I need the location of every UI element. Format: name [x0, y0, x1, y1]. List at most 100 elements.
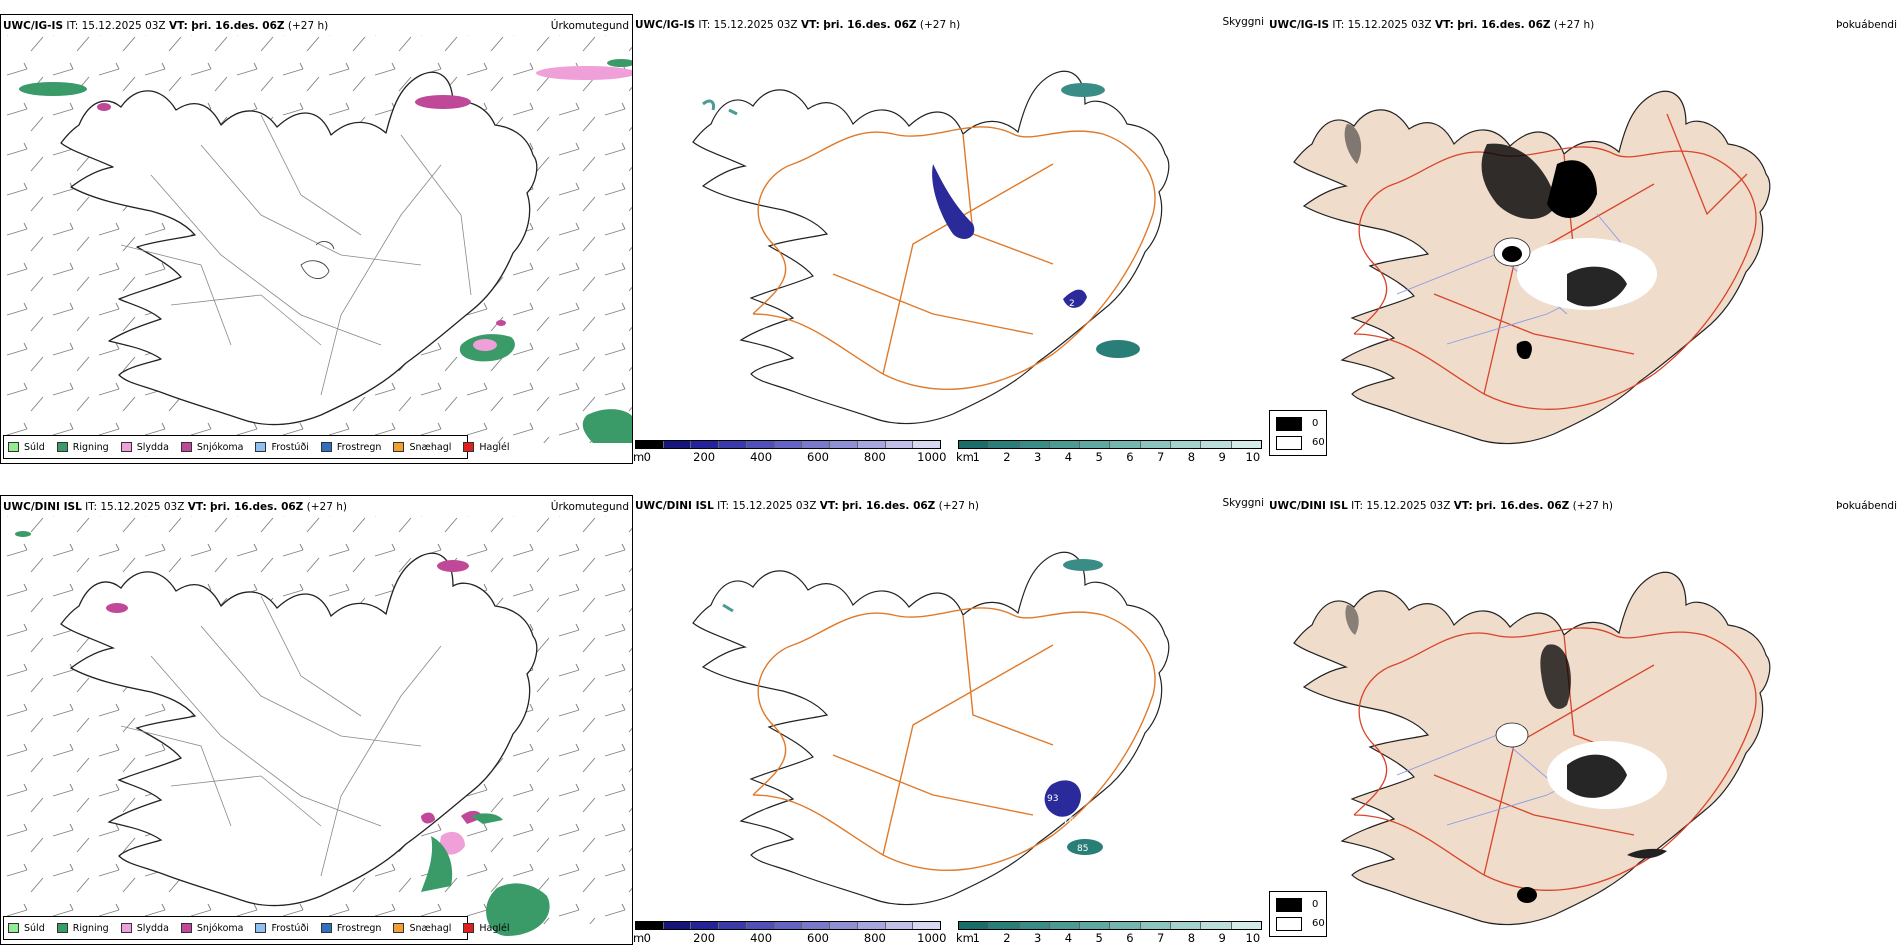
legend-swatch: [56, 923, 68, 933]
legend-item: Haglél: [463, 441, 510, 453]
visibility-marker: 2: [1069, 299, 1075, 309]
legend-swatch: [8, 923, 19, 933]
legend-item: Frostregn: [320, 441, 382, 453]
legend-item: Slydda: [120, 922, 169, 934]
legend-label: Slydda: [136, 922, 169, 934]
legend-item: Snæhagl: [393, 923, 451, 934]
legend-label: Rigning: [72, 922, 109, 934]
legend-label: Snæhagl: [409, 922, 452, 934]
legend-label: Haglél: [479, 441, 510, 453]
panel-title: Úrkomutegund: [550, 501, 629, 513]
scale-tick: 9: [1218, 931, 1226, 945]
scale-tick: 10: [1245, 931, 1261, 945]
precip-panel-bottom: UWC/DINI ISL IT: 15.12.2025 03Z VT: þri.…: [0, 495, 633, 945]
panel-header: UWC/DINI ISL IT: 15.12.2025 03Z VT: þri.…: [3, 501, 347, 513]
scale-tick: 3: [1034, 450, 1042, 464]
scale-tick: 200: [693, 450, 716, 464]
scale-tick: 7: [1156, 931, 1165, 945]
scale-tick: 400: [750, 450, 773, 464]
legend-label: Slydda: [136, 441, 169, 453]
legend-swatch: [393, 923, 405, 933]
panel-title: Skyggni: [1222, 497, 1265, 509]
panel-header: UWC/IG-IS IT: 15.12.2025 03Z VT: þri. 16…: [1269, 19, 1595, 31]
scale-tick: 0: [643, 931, 651, 945]
legend-swatch: [180, 923, 192, 933]
visibility-scale: km 1 2 3 4 5 6 7 8 9 10: [956, 921, 1262, 945]
legend-label: Snæhagl: [409, 441, 452, 453]
fog-legend: 0 60: [1269, 410, 1327, 456]
legend-label: Frostúði: [271, 441, 309, 453]
legend-label: Frostregn: [336, 922, 382, 934]
legend-label: Haglél: [479, 922, 510, 934]
scale-tick: 7: [1156, 450, 1165, 464]
scale-tick: 4: [1064, 450, 1073, 464]
scale-tick: 1000: [917, 450, 947, 464]
legend-swatch: [320, 442, 332, 452]
visibility-scale: km 1 2 3 4 5 6 7 8 9 10: [956, 440, 1262, 464]
scale-tick: 8: [1187, 450, 1196, 464]
visibility-marker: 93: [1047, 794, 1058, 804]
legend-item: Frostúði: [255, 441, 309, 453]
visibility-marker: 85: [1077, 844, 1088, 854]
legend-swatch: [56, 442, 68, 452]
legend-item: Slydda: [120, 441, 169, 453]
legend-swatch: [120, 442, 132, 452]
precip-legend: Súld Rigning Slydda Snjókoma Frostúði Frostre…: [3, 435, 510, 459]
iceland-outline: [60, 71, 538, 426]
panel-header: UWC/IG-IS IT: 15.12.2025 03Z VT: þri. 16…: [3, 20, 329, 32]
scale-tick: 800: [863, 450, 886, 464]
visibility-panel-top: UWC/IG-IS IT: 15.12.2025 03Z VT: þri. 16…: [633, 14, 1267, 464]
visibility-map: 93 76 85: [692, 551, 1170, 906]
panel-title: Úrkomutegund: [550, 20, 629, 32]
scale-tick: 1: [972, 450, 980, 464]
scale-tick: 3: [1034, 931, 1042, 945]
panel-header: UWC/DINI ISL IT: 15.12.2025 03Z VT: þri.…: [1269, 500, 1613, 512]
legend-swatch: [463, 442, 475, 452]
fog-panel-top: UWC/IG-IS IT: 15.12.2025 03Z VT: þri. 16…: [1267, 14, 1900, 464]
legend-item: Rigning: [56, 922, 109, 934]
legend-item: Rigning: [56, 441, 109, 453]
legend-label: Snjókoma: [196, 922, 244, 934]
scale-tick: 2: [1003, 931, 1011, 945]
scale-tick: 1: [972, 931, 980, 945]
scale-tick: 600: [807, 931, 829, 945]
legend-label: Frostregn: [336, 441, 382, 453]
scale-tick: 5: [1095, 450, 1103, 464]
legend-label: Rigning: [72, 441, 109, 453]
legend-item: Snjókoma: [180, 922, 244, 934]
legend-swatch: [255, 923, 267, 933]
fog-panel-bottom: UWC/DINI ISL IT: 15.12.2025 03Z VT: þri.…: [1267, 495, 1900, 945]
legend-swatch: [120, 923, 132, 933]
scale-tick: 400: [750, 931, 773, 945]
legend-item: Haglél: [463, 922, 510, 934]
legend-item: Súld: [8, 442, 45, 453]
scale-tick: 5: [1095, 931, 1103, 945]
legend-swatch: [180, 442, 192, 452]
scale-tick: 6: [1126, 450, 1134, 464]
cloud-base-scale: m 0 200 400 600 800 1000: [633, 440, 946, 464]
scale-tick: 6: [1126, 931, 1134, 945]
scale-tick: 1000: [917, 931, 947, 945]
visibility-marker: 76: [1063, 816, 1075, 826]
scale-tick: 0: [643, 450, 651, 464]
scale-tick: 2: [1003, 450, 1011, 464]
panel-title: Þokuábendi: [1836, 19, 1897, 31]
panel-title: Þokuábendi: [1836, 500, 1897, 512]
legend-item: Snæhagl: [393, 442, 451, 453]
precip-panel-top: UWC/IG-IS IT: 15.12.2025 03Z VT: þri. 16…: [0, 14, 633, 464]
legend-swatch: [320, 923, 332, 933]
precip-map: [1, 516, 632, 936]
fog-map: [1293, 571, 1771, 926]
legend-swatch: [8, 442, 19, 452]
precip-map: [1, 35, 632, 443]
scale-tick: 4: [1064, 931, 1073, 945]
visibility-panel-bottom: UWC/DINI ISL IT: 15.12.2025 03Z VT: þri.…: [633, 495, 1267, 945]
fog-legend: 0 60: [1269, 891, 1327, 937]
precip-legend: Súld Rigning Slydda Snjókoma Frostúði Frostre…: [3, 916, 510, 940]
cloud-base-scale: m 0 200 400 600 800 1000: [633, 921, 946, 945]
visibility-map: 2: [692, 70, 1170, 425]
scale-tick: 800: [863, 931, 886, 945]
legend-label: Súld: [24, 441, 45, 453]
legend-swatch: [255, 442, 267, 452]
panel-title: Skyggni: [1222, 16, 1265, 28]
